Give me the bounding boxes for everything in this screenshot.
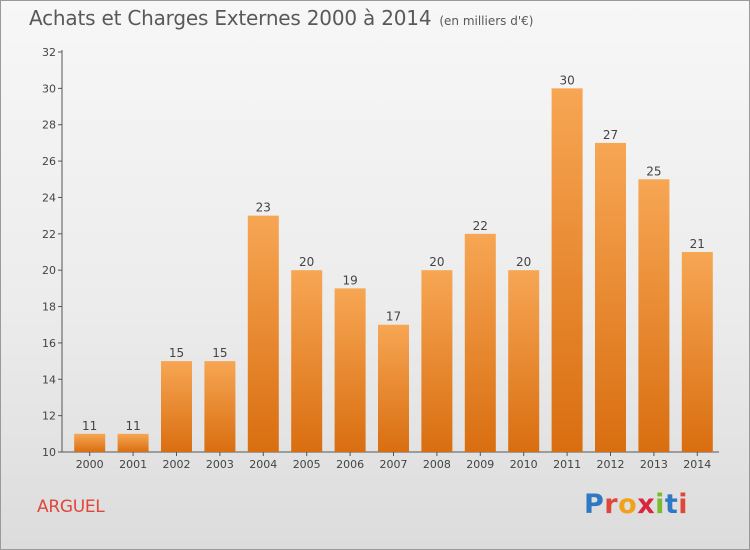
bar [161, 361, 192, 452]
y-tick-label: 20 [42, 264, 56, 277]
bar-value-label: 27 [603, 128, 618, 142]
x-tick-label: 2000 [76, 458, 104, 471]
bar [421, 270, 453, 452]
bar [204, 361, 236, 452]
y-tick-label: 22 [42, 228, 56, 241]
y-tick-label: 12 [42, 410, 56, 423]
x-tick-label: 2008 [423, 458, 451, 471]
x-tick-label: 2005 [293, 458, 321, 471]
chart-data-labels: 11 11 15 15 23 20 19 17 20 22 20 30 27 25 21 [82, 73, 705, 432]
bar-value-label: 21 [690, 237, 705, 251]
bar [595, 142, 626, 452]
logo-letter: t [664, 489, 679, 520]
y-tick-label: 18 [42, 301, 56, 314]
x-tick-label: 2001 [119, 458, 147, 471]
x-tick-label: 2007 [380, 458, 408, 471]
bar-value-label: 11 [125, 419, 140, 433]
y-tick-label: 30 [42, 82, 56, 95]
x-tick-label: 2006 [336, 458, 364, 471]
y-tick-label: 24 [42, 191, 56, 204]
x-tick-label: 2012 [597, 458, 625, 471]
chart-title: Achats et Charges Externes 2000 à 2014 (e… [29, 6, 533, 30]
x-tick-label: 2003 [206, 458, 234, 471]
chart-axes: 10 12 14 16 18 20 22 24 26 28 30 32 2000 2001 2002 2003… [42, 46, 719, 471]
y-tick-label: 14 [42, 373, 56, 386]
x-tick-label: 2004 [249, 458, 277, 471]
bar [681, 252, 713, 452]
bar [74, 433, 106, 452]
y-tick-label: 10 [42, 446, 56, 459]
bar-value-label: 11 [82, 419, 97, 433]
y-tick-label: 32 [42, 46, 56, 59]
bar [638, 179, 670, 453]
logo-letter: i [678, 489, 689, 520]
x-tick-label: 2013 [640, 458, 668, 471]
bar [117, 433, 149, 452]
bar-value-label: 25 [646, 164, 661, 178]
bar [378, 324, 409, 452]
chart-title-main: Achats et Charges Externes 2000 à 2014 [29, 6, 432, 30]
proxiti-logo: Proxiti [584, 489, 688, 520]
bar [508, 270, 540, 452]
y-tick-label: 26 [42, 155, 56, 168]
x-tick-label: 2002 [163, 458, 191, 471]
bar [551, 88, 583, 452]
bar-value-label: 30 [559, 73, 574, 87]
x-tick-label: 2009 [466, 458, 494, 471]
x-tick-label: 2014 [683, 458, 711, 471]
logo-letter: i [655, 489, 665, 520]
logo-letter: x [637, 489, 656, 520]
location-name: ARGUEL [37, 497, 105, 517]
bar-value-label: 15 [169, 346, 184, 360]
chart-bars [74, 88, 713, 453]
bar-value-label: 20 [516, 255, 531, 269]
y-tick-label: 16 [42, 337, 56, 350]
logo-letter: r [604, 489, 619, 520]
y-tick-label: 28 [42, 119, 56, 132]
x-tick-label: 2010 [510, 458, 538, 471]
bar-value-label: 17 [386, 310, 401, 324]
bar [291, 270, 323, 452]
bar [334, 288, 366, 452]
bar-value-label: 20 [299, 255, 314, 269]
bar-value-label: 22 [473, 219, 488, 233]
bar-value-label: 20 [429, 255, 444, 269]
bar-value-label: 19 [342, 273, 357, 287]
logo-letter: P [584, 489, 605, 520]
chart-title-unit: (en milliers d'€) [439, 14, 534, 28]
logo-letter: o [618, 489, 638, 520]
x-tick-label: 2011 [553, 458, 581, 471]
bar [247, 215, 279, 452]
bar-value-label: 23 [256, 201, 271, 215]
bar-value-label: 15 [212, 346, 227, 360]
bar [464, 233, 496, 452]
